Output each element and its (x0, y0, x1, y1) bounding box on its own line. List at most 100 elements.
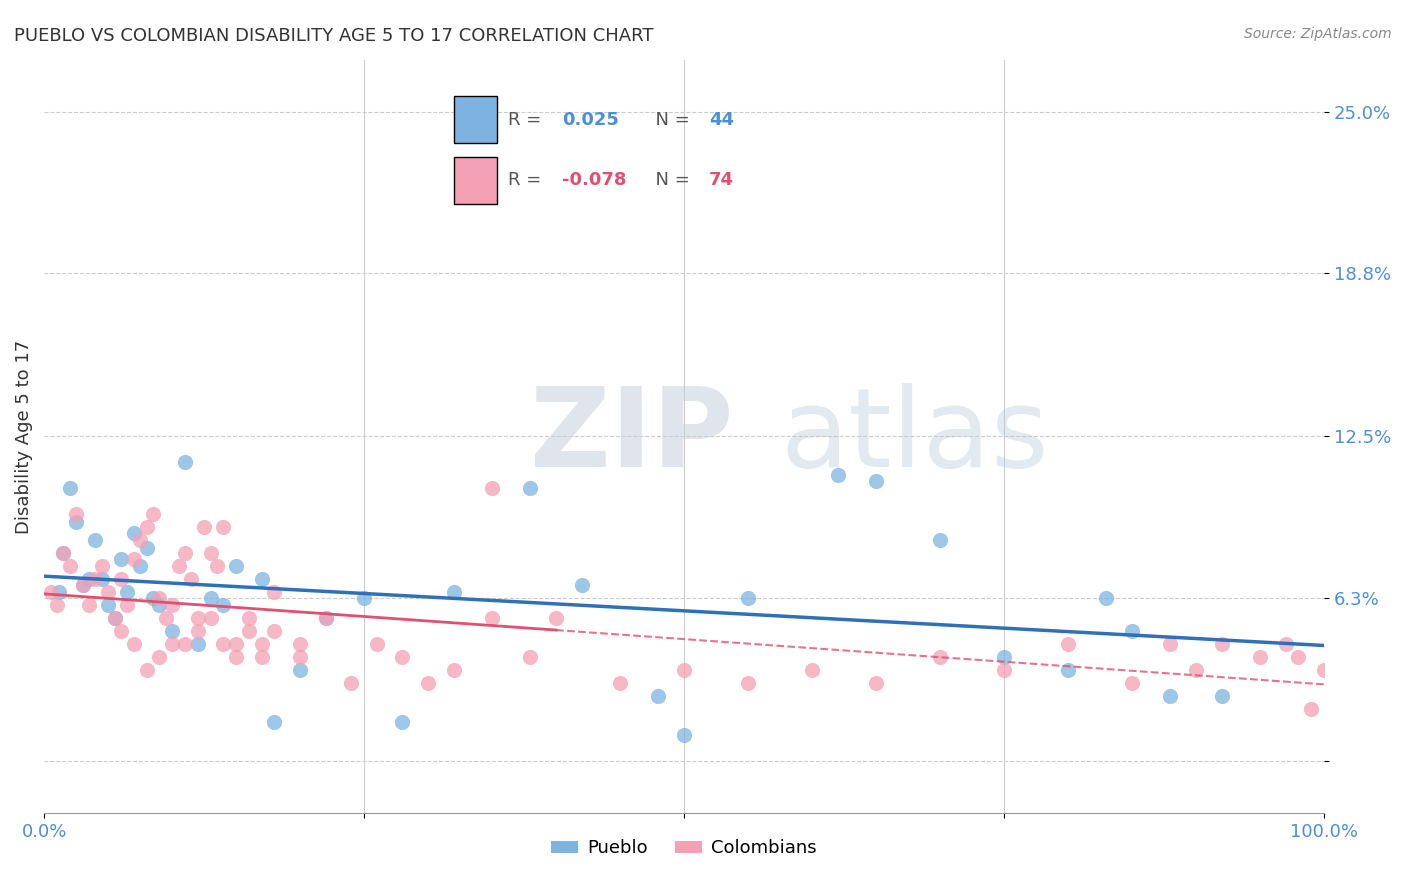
Point (443, 585, 465, 599)
Point (48, 585, 70, 599)
Point (1301, 702, 1323, 716)
Point (481, 611, 503, 625)
Point (160, 637, 183, 651)
Point (72, 577, 94, 591)
Point (546, 611, 568, 625)
Point (366, 637, 388, 651)
Point (135, 663, 157, 677)
Point (250, 650, 273, 665)
Point (263, 624, 285, 639)
Point (1185, 663, 1208, 677)
Point (65, 508, 87, 522)
Point (609, 676, 631, 690)
Point (160, 624, 183, 639)
Point (225, 637, 247, 651)
Point (90, 559, 112, 574)
Point (340, 676, 363, 690)
Point (117, 585, 139, 599)
Point (1159, 637, 1181, 651)
Point (167, 559, 190, 574)
Point (263, 715, 285, 730)
Point (148, 650, 170, 665)
Point (135, 541, 157, 556)
Point (1249, 650, 1271, 665)
Point (187, 637, 209, 651)
Point (174, 546, 197, 560)
Point (238, 624, 260, 639)
Point (110, 572, 132, 586)
Point (673, 728, 696, 742)
Point (1211, 690, 1233, 704)
Text: Source: ZipAtlas.com: Source: ZipAtlas.com (1244, 27, 1392, 41)
Point (122, 525, 145, 540)
Point (72, 577, 94, 591)
Point (519, 482, 541, 496)
Point (1057, 637, 1080, 651)
Point (174, 455, 197, 469)
Text: ZIP: ZIP (530, 383, 734, 490)
Point (353, 591, 375, 605)
Point (315, 611, 337, 625)
Point (65, 515, 87, 529)
Point (97, 585, 120, 599)
Point (52, 546, 75, 560)
Point (647, 690, 669, 704)
Point (673, 663, 696, 677)
Point (52, 546, 75, 560)
Point (90, 572, 112, 586)
Point (443, 663, 465, 677)
Point (148, 599, 170, 613)
Point (993, 663, 1015, 677)
Point (129, 533, 152, 548)
Point (200, 591, 222, 605)
Point (59, 482, 82, 496)
Point (117, 599, 139, 613)
Text: atlas: atlas (780, 383, 1049, 490)
Point (1121, 676, 1143, 690)
Point (200, 611, 222, 625)
Point (103, 611, 125, 625)
Point (205, 559, 228, 574)
Point (250, 637, 273, 651)
Point (571, 577, 593, 591)
Point (84, 533, 107, 548)
Point (212, 599, 235, 613)
Point (801, 663, 824, 677)
Point (187, 624, 209, 639)
Text: PUEBLO VS COLOMBIAN DISABILITY AGE 5 TO 17 CORRELATION CHART: PUEBLO VS COLOMBIAN DISABILITY AGE 5 TO … (14, 27, 654, 45)
Point (180, 572, 202, 586)
Point (929, 650, 952, 665)
Point (263, 585, 285, 599)
Point (737, 591, 759, 605)
Point (519, 650, 541, 665)
Point (827, 468, 849, 483)
Point (929, 533, 952, 548)
Point (97, 599, 120, 613)
Point (110, 551, 132, 566)
Point (110, 624, 132, 639)
Point (1159, 690, 1181, 704)
Point (1211, 637, 1233, 651)
Point (1095, 591, 1118, 605)
Y-axis label: Disability Age 5 to 17: Disability Age 5 to 17 (15, 339, 32, 533)
Point (737, 676, 759, 690)
Point (391, 650, 413, 665)
Point (122, 551, 145, 566)
Point (122, 637, 145, 651)
Legend: Pueblo, Colombians: Pueblo, Colombians (544, 832, 824, 864)
Point (391, 715, 413, 730)
Point (1057, 663, 1080, 677)
Point (212, 520, 235, 534)
Point (84, 572, 107, 586)
Point (155, 611, 177, 625)
Point (77, 572, 100, 586)
Point (1274, 637, 1296, 651)
Point (865, 676, 887, 690)
Point (160, 599, 183, 613)
Point (200, 546, 222, 560)
Point (1313, 663, 1336, 677)
Point (865, 474, 887, 488)
Point (993, 650, 1015, 665)
Point (135, 520, 157, 534)
Point (45, 599, 67, 613)
